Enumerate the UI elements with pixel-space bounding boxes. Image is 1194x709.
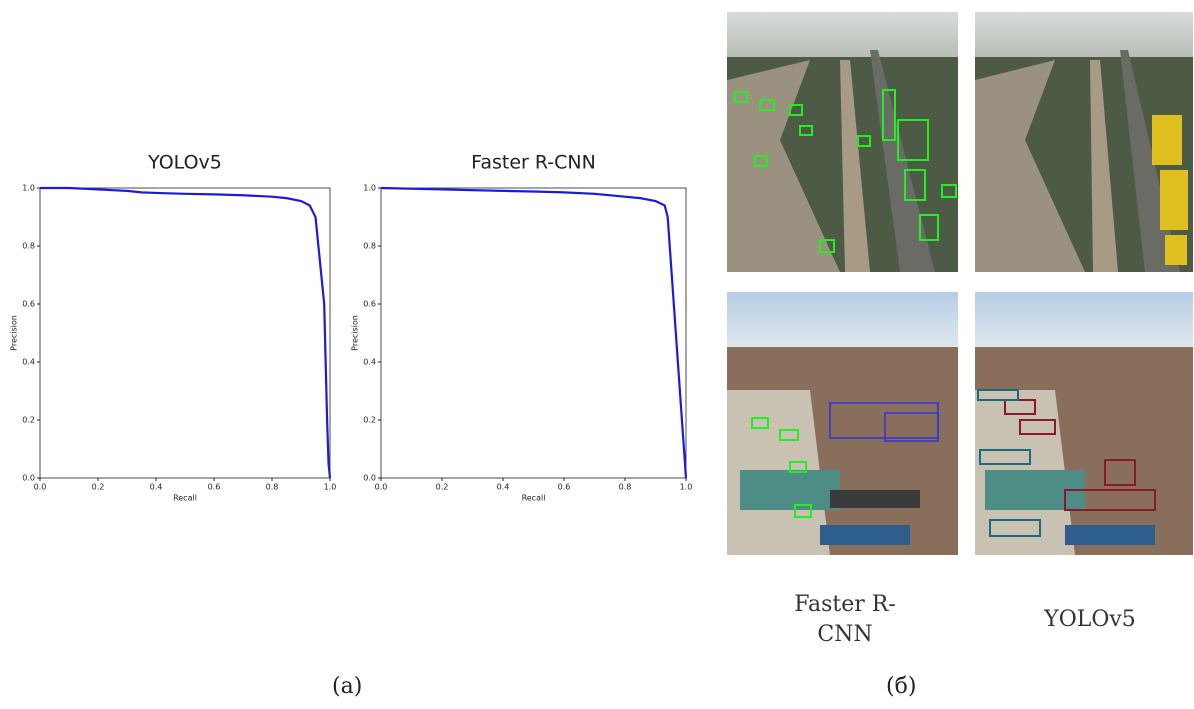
- y-tick-label: 0.2: [363, 416, 376, 425]
- y-tick-label: 1.0: [22, 184, 35, 193]
- x-tick-label: 0.0: [375, 483, 388, 492]
- x-tick-label: 0.4: [497, 483, 510, 492]
- y-tick-label: 0.8: [22, 242, 35, 251]
- y-tick-label: 0.4: [363, 358, 376, 367]
- y-tick-label: 1.0: [363, 184, 376, 193]
- photos: [720, 0, 1194, 560]
- plot-frame: [381, 188, 686, 478]
- x-tick-label: 0.6: [558, 483, 571, 492]
- x-tick-label: 1.0: [324, 483, 337, 492]
- x-axis-label: Recall: [173, 494, 197, 503]
- y-tick-label: 0.2: [22, 416, 35, 425]
- x-tick-label: 0.6: [208, 483, 221, 492]
- pr-curve: [381, 188, 686, 478]
- plot-frame: [40, 188, 330, 478]
- chart-title: YOLOv5: [147, 152, 222, 174]
- y-tick-label: 0.0: [363, 474, 376, 483]
- caption: (a): [332, 674, 362, 699]
- x-tick-label: 0.2: [92, 483, 105, 492]
- photo-port-yolo: [975, 292, 1193, 555]
- figure: YOLOv5 0.0 0.2 0.4 0.6 0.8 1.0 0.0 0.2 0.4 0.6 0.8 1…: [0, 0, 1194, 709]
- photo-port-frcnn: [727, 292, 958, 555]
- x-axis-label: Recall: [522, 494, 546, 503]
- y-tick-label: 0.8: [363, 242, 376, 251]
- x-tick-label: 1.0: [680, 483, 693, 492]
- x-tick-label: 0.8: [619, 483, 632, 492]
- y-tick-label: 0.6: [22, 300, 35, 309]
- chart-title: Faster R-CNN: [471, 152, 596, 174]
- photo-road-frcnn: [727, 12, 958, 272]
- photo-label: YOLOv5: [1030, 605, 1150, 635]
- y-tick-label: 0.4: [22, 358, 35, 367]
- x-tick-label: 0.8: [266, 483, 279, 492]
- pr-curve: [40, 188, 330, 478]
- y-axis-label: Precision: [10, 315, 19, 351]
- x-tick-label: 0.4: [150, 483, 163, 492]
- y-tick-label: 0.6: [363, 300, 376, 309]
- x-tick-label: 0.0: [34, 483, 47, 492]
- photo-road-yolo: [975, 12, 1193, 272]
- y-tick-label: 0.0: [22, 474, 35, 483]
- x-tick-label: 0.2: [436, 483, 449, 492]
- photo-label: Faster R-CNN: [790, 590, 900, 650]
- caption: (б): [886, 674, 916, 699]
- y-axis-label: Precision: [351, 315, 360, 351]
- charts: YOLOv5 0.0 0.2 0.4 0.6 0.8 1.0 0.0 0.2 0.4 0.6 0.8 1…: [0, 0, 700, 520]
